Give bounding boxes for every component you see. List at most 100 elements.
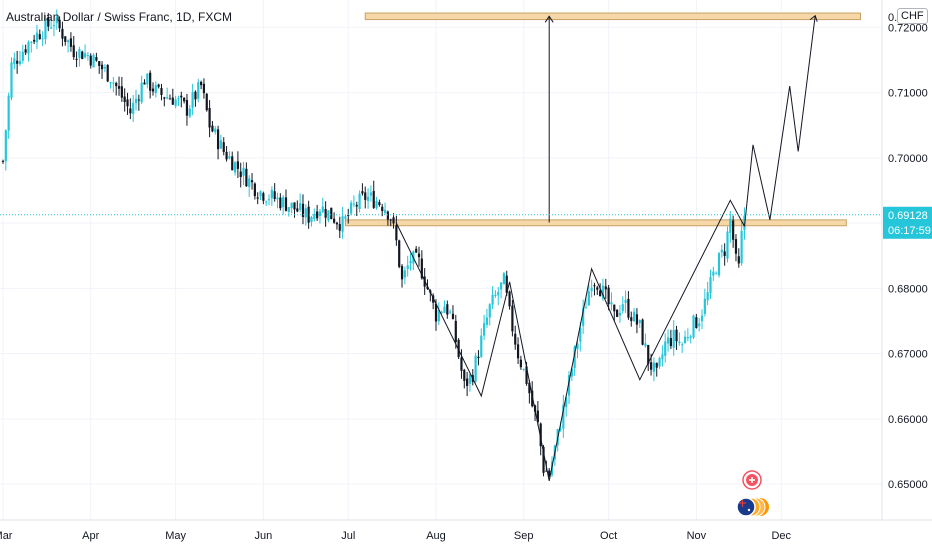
candle [109,81,112,89]
candle [590,279,593,298]
candle [276,192,279,209]
candle [661,345,664,367]
candle-body [72,45,75,58]
candle [18,51,22,66]
candle-body [106,65,109,82]
candle [112,76,115,93]
candle [211,120,214,133]
candle [689,334,692,344]
candle [392,213,395,229]
candle [333,212,336,224]
candle [726,226,729,263]
candle [361,183,364,196]
candle-body [383,209,387,214]
candle [267,194,271,206]
candle [658,356,661,369]
candle [652,357,655,382]
candle [35,24,39,49]
candle [632,307,636,322]
candle [723,243,726,266]
candle [466,371,469,397]
candle [638,319,641,328]
candle [7,92,10,139]
candle-body [647,344,650,364]
candle-body [304,208,307,218]
projection-drawing [744,15,816,227]
candle-body [446,304,449,315]
candle-body [355,204,358,207]
candle-body [262,193,265,201]
candle-body [522,368,525,370]
price-tick-label: 0.65000 [888,479,928,491]
candle [596,285,599,296]
candle [117,76,121,96]
candle [729,211,732,243]
candle [386,210,389,226]
candle [78,46,81,67]
economic-events[interactable] [736,470,769,517]
drawings [395,14,818,481]
candle [366,188,370,209]
candle-body [183,97,186,102]
candle-body [143,82,146,85]
candle [279,193,282,211]
australia-flag-event-icon[interactable] [736,497,756,517]
candle [737,248,740,268]
candle [468,372,472,392]
candle-body [565,397,568,408]
candle-body [655,362,658,368]
candle-body [81,51,84,60]
candle-body [511,305,514,332]
candle [406,255,409,277]
candle-body [480,335,483,357]
candle-body [675,329,678,342]
candle [137,94,140,111]
candle [318,209,322,224]
candle-body [129,108,132,114]
candle [355,201,358,217]
candle [678,332,681,346]
candle-body [683,336,687,344]
candle [630,311,633,327]
candle-body [672,329,675,348]
candle-body [259,191,262,197]
candle [497,286,500,306]
candle [248,175,251,197]
projection-arrowhead [809,14,818,22]
candle-body [52,25,56,27]
candle [675,325,678,350]
candle [681,342,684,353]
candle [83,44,87,59]
axes: 0.0.720000.710000.700000.690000.680000.6… [0,0,932,542]
candle [686,328,689,342]
candle [69,32,73,52]
candle-body [154,84,157,94]
candle [483,314,486,340]
candle-body [601,285,605,299]
candle-body [582,308,585,326]
candle [627,291,630,320]
candle-body [78,49,81,58]
candle [488,303,491,326]
candle-body [301,203,305,217]
candle [72,35,75,60]
candle-body [41,38,44,40]
candle-body [483,323,486,336]
candle [409,253,412,271]
candle-body [372,191,375,208]
candle-body [508,291,511,307]
candle [647,344,650,371]
candle [451,305,455,320]
candle-body [191,92,194,108]
candle [519,355,522,370]
candle-body [66,40,70,43]
candle-body [426,286,429,289]
candle-body [686,337,689,339]
candle-body [406,265,409,270]
candle-body [715,273,718,275]
currency-badge[interactable]: CHF [897,8,928,24]
candle [89,53,92,69]
candle [216,125,220,160]
candle [55,9,58,30]
